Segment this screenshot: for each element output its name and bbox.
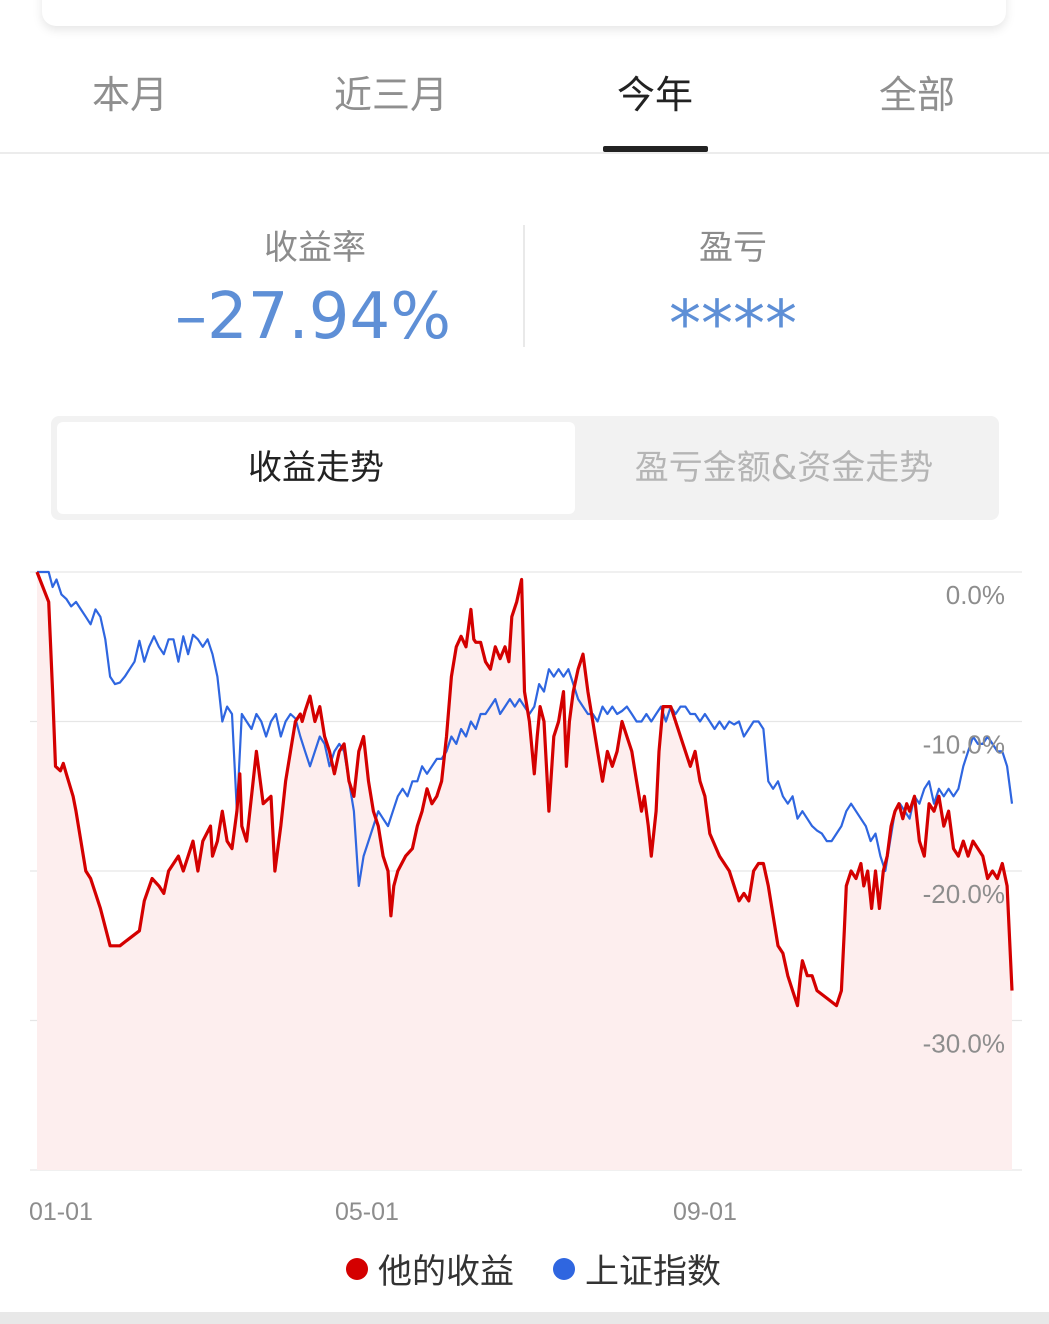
- segment-return-trend[interactable]: 收益走势: [57, 422, 575, 514]
- legend-dot-blue: [553, 1257, 575, 1280]
- period-tabs: 本月 近三月 今年 全部: [0, 40, 1049, 154]
- legend-item-shanghai-index[interactable]: 上证指数: [553, 1244, 721, 1293]
- legend-item-his-return[interactable]: 他的收益: [346, 1244, 514, 1293]
- pnl-value-masked[interactable]: ****: [669, 288, 797, 362]
- legend-label: 上证指数: [585, 1252, 721, 1292]
- x-tick-label: 09-01: [673, 1198, 737, 1226]
- tab-all[interactable]: 全部: [878, 73, 956, 117]
- y-tick-label: -30.0%: [923, 1029, 1005, 1059]
- tab-this-year[interactable]: 今年: [616, 73, 694, 117]
- x-tick-label: 01-01: [29, 1198, 93, 1226]
- pnl-label: 盈亏: [699, 228, 767, 268]
- bottom-bar: [0, 1312, 1049, 1324]
- return-rate-label: 收益率: [264, 228, 366, 268]
- return-rate-value: –27.94%: [174, 280, 452, 354]
- stats-divider: [523, 225, 525, 347]
- top-card: [42, 0, 1006, 26]
- legend-label: 他的收益: [378, 1252, 514, 1292]
- series-fill-area: [37, 572, 1012, 1170]
- return-trend-chart: 0.0% -10.0% -20.0% -30.0% 01-01 05-01 09-01: [29, 570, 1022, 1226]
- tab-last-three-months[interactable]: 近三月: [333, 73, 449, 117]
- segment-pnl-fund-trend[interactable]: 盈亏金额&资金走势: [634, 448, 934, 488]
- y-tick-label: -10.0%: [923, 730, 1005, 760]
- y-tick-label: 0.0%: [946, 580, 1005, 610]
- y-tick-label: -20.0%: [923, 879, 1005, 909]
- tab-this-month[interactable]: 本月: [91, 73, 169, 117]
- x-tick-label: 05-01: [335, 1198, 399, 1226]
- legend-dot-red: [346, 1257, 368, 1280]
- series-line-his-return: [35, 571, 1014, 1008]
- active-tab-indicator: [603, 146, 708, 152]
- chart-mode-switch: 收益走势 盈亏金额&资金走势: [51, 416, 999, 520]
